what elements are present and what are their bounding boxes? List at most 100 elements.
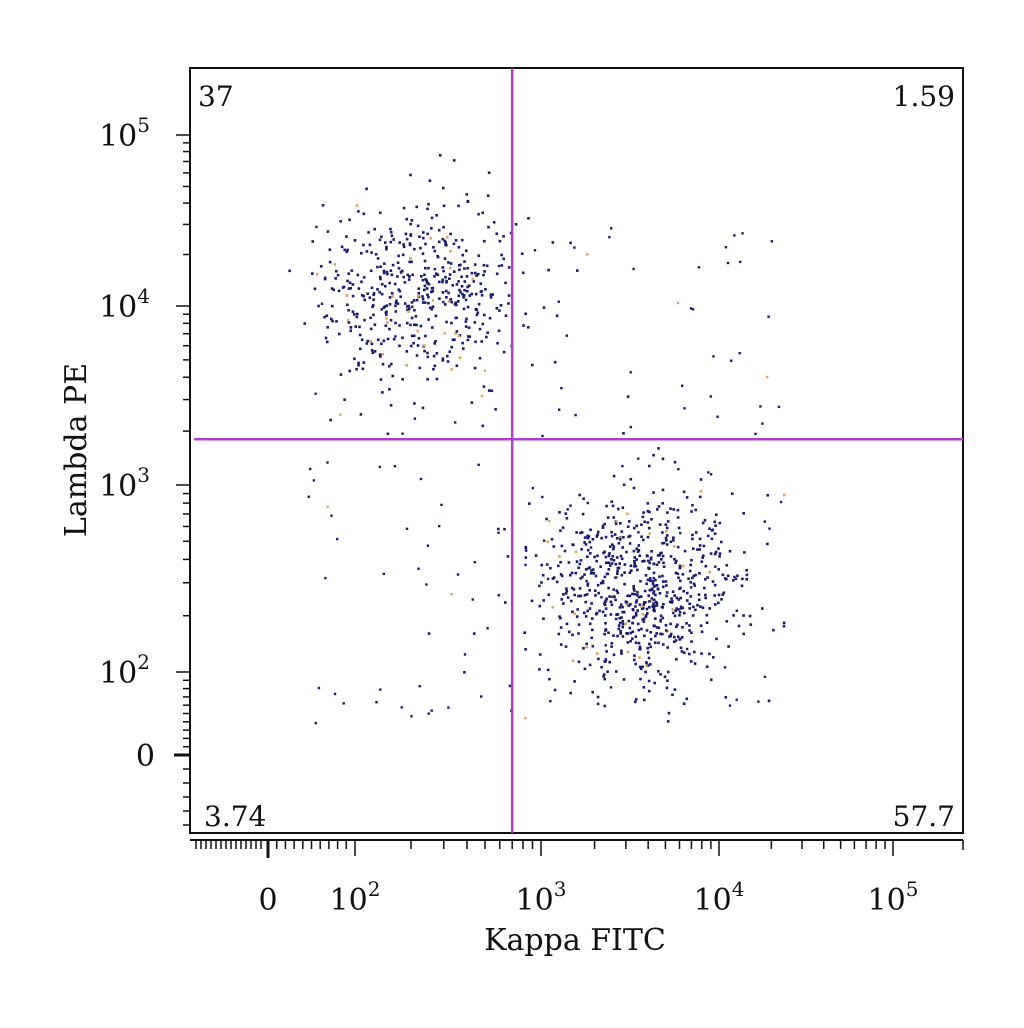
data-point [458, 356, 462, 359]
data-point [661, 554, 665, 558]
data-point [601, 610, 605, 614]
data-point [547, 268, 550, 272]
data-point [616, 591, 620, 595]
data-point [650, 597, 654, 600]
data-point [713, 532, 717, 535]
data-point [649, 556, 653, 559]
data-point [385, 313, 388, 316]
data-point [470, 292, 474, 296]
data-point [634, 614, 638, 617]
data-point [373, 323, 377, 326]
data-point [354, 325, 357, 328]
data-point [616, 634, 619, 638]
data-point [551, 606, 555, 609]
data-point [623, 582, 626, 586]
data-point [699, 624, 703, 627]
data-point [595, 611, 599, 615]
data-point [497, 531, 500, 534]
data-point [540, 563, 543, 567]
data-point [450, 321, 453, 325]
data-point [332, 288, 335, 292]
x-tick-label: 103 [516, 877, 567, 918]
data-point [633, 658, 636, 662]
data-point [770, 240, 773, 243]
data-point [667, 711, 671, 715]
data-point [483, 313, 486, 317]
data-point [610, 530, 613, 534]
data-point [619, 632, 622, 635]
data-point [504, 601, 507, 604]
data-point [559, 643, 563, 646]
data-point [666, 720, 670, 723]
data-point [426, 207, 429, 211]
data-point [457, 264, 461, 267]
data-point [625, 550, 628, 554]
data-point [394, 335, 397, 338]
data-point [369, 327, 373, 331]
data-point [340, 245, 344, 249]
data-point [474, 340, 477, 344]
data-point [636, 622, 640, 626]
data-point [430, 308, 434, 311]
data-point [559, 573, 563, 576]
data-point [635, 599, 639, 602]
data-point [480, 340, 483, 343]
data-point [670, 601, 674, 604]
data-point [635, 558, 638, 561]
data-point [463, 280, 467, 283]
data-point [498, 309, 501, 312]
data-point [735, 609, 738, 612]
data-point [409, 344, 413, 348]
data-point [472, 280, 476, 283]
data-point [426, 293, 429, 297]
data-point [450, 593, 453, 596]
data-point [391, 374, 394, 378]
data-point [675, 596, 679, 600]
data-point [541, 434, 544, 438]
data-point [474, 292, 478, 296]
data-point [423, 301, 427, 304]
data-point [378, 238, 382, 242]
data-point [436, 273, 440, 277]
data-point [659, 673, 662, 676]
data-point [674, 561, 677, 564]
data-point [442, 300, 445, 304]
data-point [432, 367, 435, 371]
data-point [423, 273, 426, 277]
data-point [763, 675, 767, 678]
data-point [457, 300, 460, 303]
data-point [643, 698, 646, 702]
data-point [612, 634, 615, 637]
data-point [646, 502, 650, 505]
data-point [745, 578, 748, 581]
quadrant-top-left-value: 37 [198, 80, 234, 113]
data-point [386, 337, 390, 341]
data-point [413, 323, 416, 326]
data-point [398, 241, 401, 244]
data-point [733, 234, 736, 237]
data-point [401, 378, 404, 381]
data-point [445, 320, 448, 324]
data-point [714, 524, 717, 527]
data-point [311, 240, 314, 243]
data-point [373, 350, 377, 353]
plot-frame [189, 67, 964, 834]
data-point [398, 324, 401, 327]
data-point [376, 338, 380, 342]
data-point [720, 540, 723, 544]
data-point [651, 582, 655, 586]
data-point [591, 644, 595, 648]
data-point [416, 329, 419, 333]
data-point [360, 294, 364, 297]
data-point [399, 295, 402, 298]
data-point [645, 554, 649, 557]
data-point [585, 642, 588, 646]
data-point [386, 272, 389, 276]
data-point [423, 349, 426, 353]
data-point [661, 457, 665, 461]
data-point [644, 601, 647, 604]
data-point [392, 337, 396, 341]
data-point [353, 313, 356, 316]
data-point [398, 344, 401, 348]
data-point [652, 608, 655, 612]
